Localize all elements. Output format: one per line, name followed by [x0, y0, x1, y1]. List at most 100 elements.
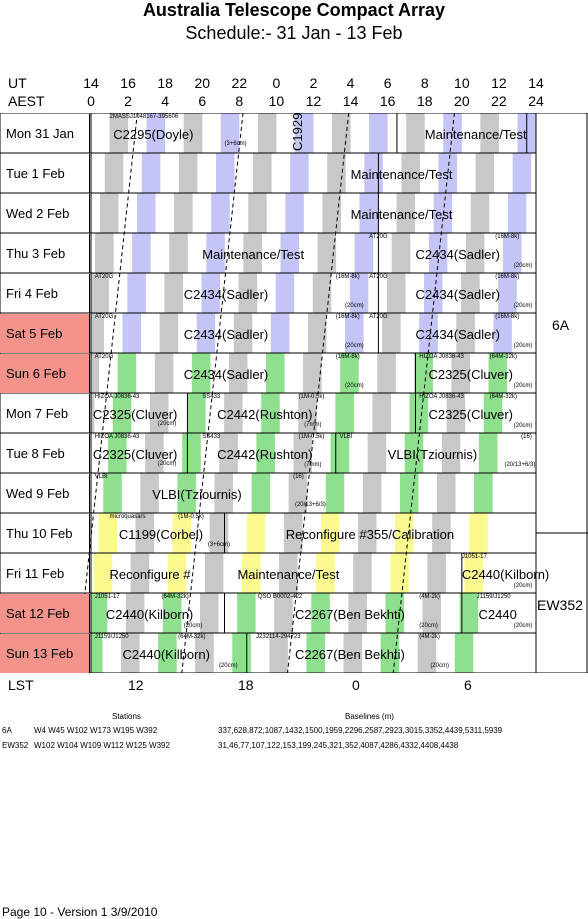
gray-stripe	[195, 633, 214, 673]
aest-tick: 4	[161, 93, 170, 109]
schedule-block-text: 2MASSJ1048167-395606	[109, 114, 179, 120]
day-label: Mon 7 Feb	[0, 394, 90, 433]
color-stripe	[237, 593, 256, 633]
ut-tick: 12	[491, 75, 507, 91]
gray-stripe	[401, 153, 420, 193]
ut-tick: 20	[194, 75, 211, 91]
day-label: Fri 4 Feb	[0, 274, 90, 313]
color-stripe	[270, 313, 290, 353]
ut-tick: 10	[454, 75, 470, 91]
color-stripe	[395, 513, 414, 553]
color-stripe	[266, 353, 285, 393]
color-stripe	[117, 353, 137, 393]
gray-stripe	[322, 193, 341, 233]
color-stripe	[454, 633, 474, 673]
schedule-subtitle: Schedule:- 31 Jan - 13 Feb	[185, 23, 403, 43]
schedule-block-text: (20cm)	[513, 623, 533, 629]
schedule-block-text: J1159/J1250	[94, 634, 129, 640]
ut-tick: 16	[120, 75, 136, 91]
schedule-block-text: VLBI	[339, 434, 353, 440]
color-stripe	[172, 513, 192, 553]
schedule-block-text: (3+6cm)	[224, 141, 247, 147]
day-label: Mon 31 Jan	[0, 114, 90, 153]
color-stripe	[280, 233, 300, 273]
color-stripe	[438, 153, 458, 193]
gray-stripe	[382, 313, 401, 353]
color-stripe	[512, 153, 532, 193]
gray-stripe	[228, 353, 248, 393]
schedule-block-text: C2267(Ben Bekhti)	[294, 607, 405, 622]
gray-stripe	[293, 433, 313, 473]
color-stripe	[459, 593, 479, 633]
ut-tick: 2	[309, 75, 318, 91]
schedule-block-text: (16M-8k)	[495, 314, 520, 320]
gray-stripe	[327, 153, 346, 193]
schedule-block-text: C2440(Kilborn)	[105, 607, 194, 622]
schedule-block-text: (64M-32k)	[161, 594, 189, 600]
color-stripe	[443, 113, 462, 153]
color-stripe	[502, 233, 522, 273]
gray-stripe	[91, 353, 100, 393]
schedule-block-text: AT20G	[369, 274, 388, 280]
schedule-block-text: J1159/J1250	[476, 594, 511, 600]
gray-stripe	[317, 233, 337, 273]
schedule-block-text: (7mm)	[304, 462, 322, 468]
schedule-block-text: (20cm)	[345, 383, 364, 389]
gray-stripe	[154, 353, 174, 393]
gray-stripe	[362, 473, 382, 513]
color-stripe	[399, 473, 419, 513]
schedule-block-text: microquasars	[109, 514, 146, 520]
aest-tick: 18	[416, 93, 433, 109]
color-stripe	[256, 433, 275, 473]
gray-stripe	[332, 113, 351, 153]
aest-tick: 0	[87, 93, 95, 109]
schedule-block-text: QSO B0002-422	[257, 594, 303, 600]
schedule-block-text: AT20G	[94, 314, 114, 320]
gray-stripe	[164, 273, 183, 313]
color-stripe	[474, 473, 493, 513]
gray-stripe	[441, 433, 461, 473]
color-stripe	[246, 513, 266, 553]
schedule-block-text: HIZOA J0836-43	[94, 394, 140, 400]
schedule-block-text: (20cm)	[218, 663, 238, 669]
gray-stripe	[219, 433, 238, 473]
schedule-block-text: C2434(Sadler)	[415, 287, 501, 302]
gray-stripe	[274, 593, 293, 633]
color-stripe	[464, 553, 483, 593]
schedule-block-text: (20cm)	[183, 623, 203, 629]
schedule-block-text: (64M-32k)	[489, 354, 517, 360]
gray-stripe	[372, 393, 392, 433]
color-stripe	[325, 473, 345, 513]
gray-stripe	[465, 233, 485, 273]
gray-stripe	[99, 193, 119, 233]
schedule-block-text: C2325(Cluver)	[428, 407, 513, 422]
schedule-block-text: (64M-32k)	[178, 634, 206, 640]
aest-tick: 10	[268, 93, 285, 109]
color-stripe	[335, 393, 354, 433]
schedule-block-text: C2440(Kilborn)	[122, 647, 210, 662]
gray-stripe	[312, 273, 332, 313]
gray-stripe	[396, 193, 416, 233]
ut-tick: 14	[83, 75, 99, 91]
schedule-block-text: C2267(Ben Bekhti)	[294, 647, 405, 662]
color-stripe	[241, 553, 261, 593]
aest-tick: 22	[491, 93, 507, 109]
day-label: Tue 8 Feb	[0, 434, 90, 473]
schedule-block-text: HIZOA J0836-43	[419, 394, 464, 400]
schedule-block-text: C1929	[289, 112, 305, 151]
gray-stripe	[200, 593, 219, 633]
schedule-block-text: (16M-8k)	[335, 354, 360, 360]
gray-stripe	[436, 473, 456, 513]
color-stripe	[428, 233, 448, 273]
color-stripe	[349, 273, 369, 313]
color-stripe	[93, 553, 113, 593]
color-stripe	[478, 433, 498, 473]
color-stripe	[498, 273, 517, 313]
ut-tick: 6	[383, 75, 392, 91]
schedule-block-text: (20cm)	[513, 303, 533, 309]
ut-tick: 8	[420, 75, 429, 91]
config-ew352: EW352	[537, 597, 583, 613]
gray-stripe	[135, 513, 155, 553]
gray-stripe	[183, 113, 203, 153]
color-stripe	[340, 353, 359, 393]
